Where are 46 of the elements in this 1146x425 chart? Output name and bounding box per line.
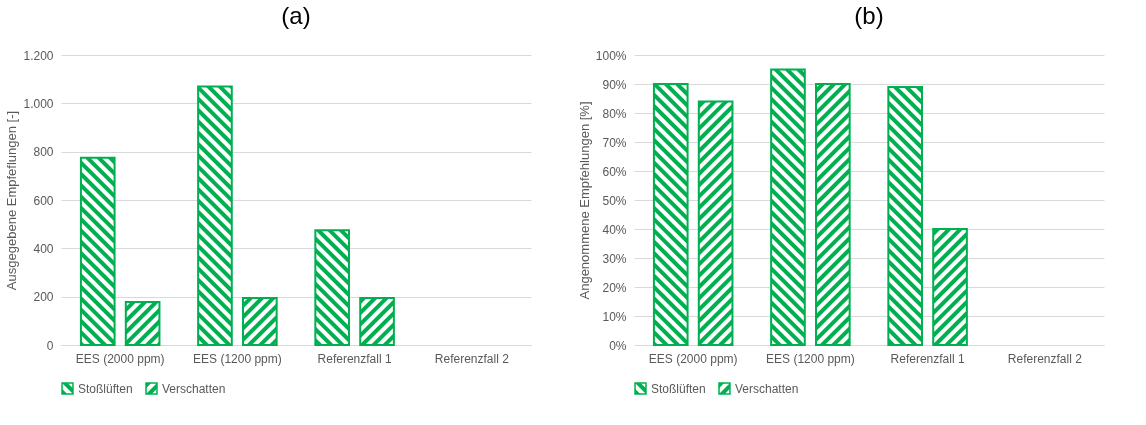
chart-title: (a) — [281, 2, 311, 29]
x-tick-label: EES (2000 ppm) — [75, 351, 165, 366]
y-tick-label: 50% — [602, 193, 627, 208]
y-tick-label: 600 — [33, 193, 54, 208]
y-tick-label: 800 — [33, 145, 54, 160]
bar — [197, 85, 233, 346]
y-axis-title: Angenommene Empfehlungen [%] — [576, 101, 592, 300]
legend-label: Verschatten — [162, 381, 226, 396]
y-tick-label: 30% — [602, 251, 627, 266]
legend-label: Verschatten — [735, 381, 799, 396]
y-tick-label: 100% — [595, 48, 627, 63]
bar — [79, 156, 116, 346]
bar — [124, 300, 161, 346]
bar — [242, 296, 278, 346]
y-tick-label: 60% — [602, 164, 627, 179]
bar — [359, 296, 395, 346]
x-tick-label: Referenzfall 1 — [317, 351, 392, 366]
x-tick-label: EES (1200 ppm) — [766, 351, 855, 366]
x-tick-label: EES (1200 ppm) — [193, 351, 282, 366]
legend-label: Stoßlüften — [78, 381, 133, 396]
x-tick-label: Referenzfall 1 — [890, 351, 965, 366]
y-axis-title: Ausgegebene Empfeflungen [-] — [4, 110, 20, 291]
bar — [314, 229, 350, 346]
y-tick-label: 20% — [602, 280, 627, 295]
y-tick-label: 10% — [602, 309, 627, 324]
bar — [932, 228, 968, 346]
bar — [770, 68, 806, 346]
y-tick-label: 400 — [33, 241, 54, 256]
y-tick-label: 90% — [602, 77, 627, 92]
bar — [815, 83, 851, 346]
y-tick-label: 1.000 — [23, 96, 54, 111]
y-tick-label: 70% — [602, 135, 627, 150]
x-tick-label: EES (2000 ppm) — [648, 351, 738, 366]
y-tick-label: 0 — [46, 338, 54, 353]
bar — [887, 85, 923, 346]
y-tick-label: 1.200 — [23, 48, 54, 63]
x-tick-label: Referenzfall 2 — [1007, 351, 1083, 366]
x-tick-label: Referenzfall 2 — [434, 351, 510, 366]
y-tick-label: 200 — [33, 290, 54, 305]
y-tick-label: 40% — [602, 222, 627, 237]
chart-title: (b) — [854, 2, 884, 29]
y-tick-label: 0% — [609, 338, 627, 353]
bar — [697, 100, 734, 346]
y-tick-label: 80% — [602, 106, 627, 121]
legend-label: Stoßlüften — [651, 381, 706, 396]
bar — [652, 83, 689, 346]
